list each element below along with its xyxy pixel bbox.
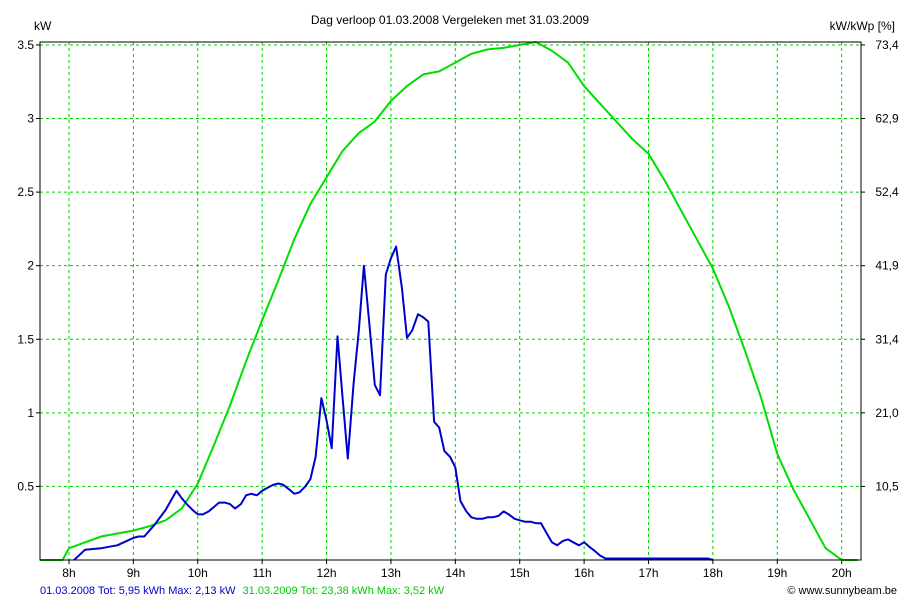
y-left-tick-label: 2.5 [17,185,34,199]
y-right-tick-label: 31,4 [875,332,899,346]
y-left-tick-label: 3.5 [17,38,34,52]
legend: 01.03.2008 Tot: 5,95 kWh Max: 2,13 kW 31… [40,585,445,597]
x-tick-label: 20h [832,566,852,580]
y-right-tick-label: 41,9 [875,259,899,273]
x-tick-label: 14h [445,566,465,580]
x-tick-label: 16h [574,566,594,580]
x-tick-label: 15h [510,566,530,580]
plot-frame [39,41,862,561]
x-tick-label: 13h [381,566,401,580]
x-tick-label: 10h [188,566,208,580]
y-right-tick-label: 52,4 [875,185,899,199]
copyright: © www.sunnybeam.be [787,585,897,597]
y-axis-left-unit: kW [34,19,52,33]
y-right-tick-label: 10,5 [875,479,899,493]
y-axis-right-ticks: 10,5 21,0 31,4 41,9 52,4 62,9 73,4 [861,38,899,493]
legend-series-2009: 31.03.2009 Tot: 23,38 kWh Max: 3,52 kW [243,585,445,597]
y-axis-right-unit: kW/kWp [%] [830,19,895,33]
x-tick-label: 18h [703,566,723,580]
x-tick-label: 12h [317,566,337,580]
x-tick-label: 11h [253,566,272,580]
y-left-tick-label: 1.5 [17,332,34,346]
series-lines [40,41,858,561]
x-tick-label: 8h [62,566,75,580]
y-right-tick-label: 21,0 [875,406,899,420]
x-tick-label: 9h [127,566,140,580]
y-axis-left-ticks: 0.5 1 1.5 2 2.5 3 3.5 [17,38,40,493]
y-left-tick-label: 2 [27,259,34,273]
y-left-tick-label: 1 [27,406,34,420]
y-left-tick-label: 3 [27,112,34,126]
y-right-tick-label: 73,4 [875,38,899,52]
x-tick-label: 19h [767,566,787,580]
x-axis-ticks: 8h 9h 10h 11h 12h 13h 14h 15h 16h 17h 18h 19h 20h [62,560,852,580]
grid [40,42,861,560]
series-line-01-03-2008 [73,245,714,561]
series-line-31-03-2009 [40,41,858,561]
y-right-tick-label: 62,9 [875,112,899,126]
x-tick-label: 17h [638,566,658,580]
chart-title: Dag verloop 01.03.2008 Vergeleken met 31… [311,13,590,27]
legend-series-2008: 01.03.2008 Tot: 5,95 kWh Max: 2,13 kW [40,585,236,597]
y-left-tick-label: 0.5 [17,479,34,493]
